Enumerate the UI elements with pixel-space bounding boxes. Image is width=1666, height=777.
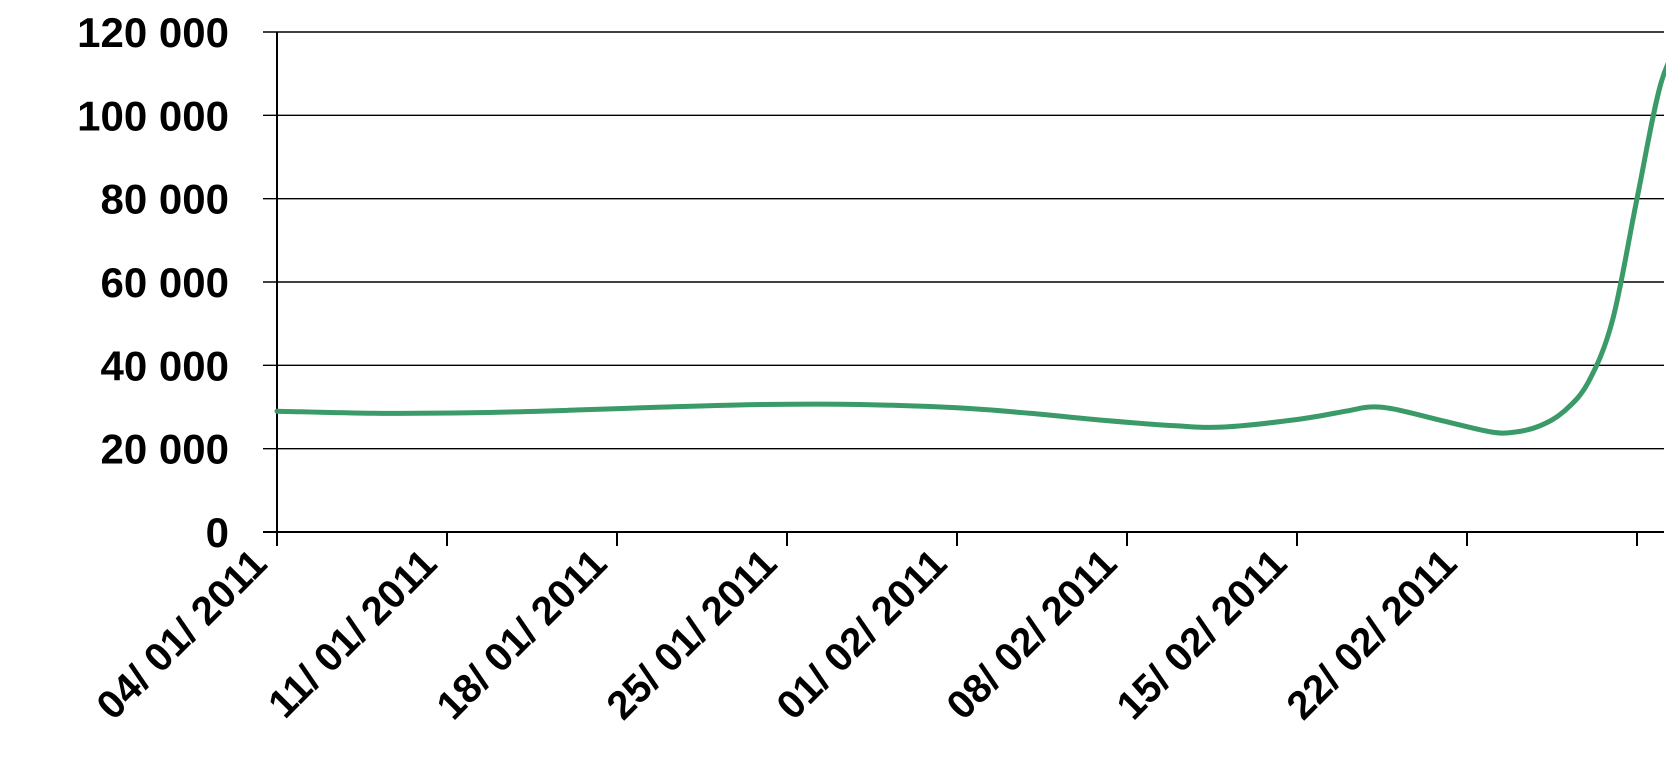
y-tick-label: 40 000 [101,342,229,389]
x-tick-label: 25/ 01/ 2011 [599,541,786,728]
x-tick-label: 22/ 02/ 2011 [1279,541,1466,728]
data-series [274,61,1666,436]
x-tick-label: 18/ 01/ 2011 [429,541,616,728]
series-line [274,61,1666,436]
y-tick-label: 20 000 [101,426,229,473]
y-tick-label: 80 000 [101,176,229,223]
y-tick-label: 60 000 [101,259,229,306]
x-tick-label: 15/ 02/ 2011 [1109,541,1296,728]
x-tick-label: 01/ 02/ 2011 [769,541,956,728]
y-axis-tick-labels: 0 20 000 40 000 60 000 80 000 100 000 120 000 [77,9,229,556]
y-tick-label: 120 000 [77,9,229,56]
x-tick-label: 11/ 01/ 2011 [260,541,445,726]
y-tick-label: 0 [206,509,229,556]
y-tick-label: 100 000 [77,92,229,139]
axes [263,32,1664,546]
x-tick-label: 08/ 02/ 2011 [939,541,1126,728]
x-tick-label: 04/ 01/ 2011 [89,541,276,728]
gridlines [263,31,1664,450]
